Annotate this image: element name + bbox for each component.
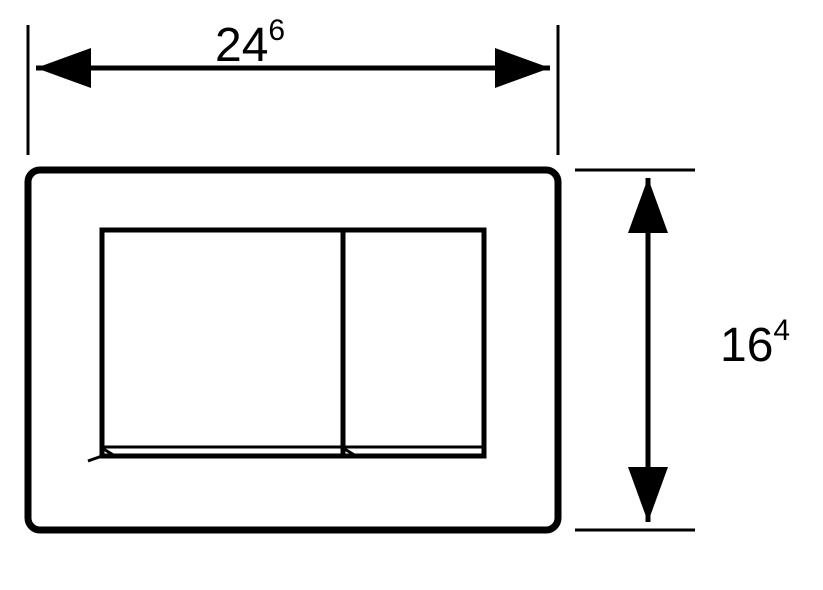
width-arrow-right <box>495 48 550 88</box>
height-dimension-label: 164 <box>720 320 790 370</box>
width-dimension-label: 246 <box>215 20 285 70</box>
height-dim-sup: 4 <box>773 314 790 347</box>
height-arrow-top <box>628 178 668 233</box>
outer-plate <box>28 170 558 530</box>
width-dim-sup: 6 <box>268 14 285 47</box>
inner-frame <box>102 230 484 456</box>
width-arrow-left <box>36 48 91 88</box>
width-dim-main: 24 <box>215 19 268 72</box>
height-arrow-bottom <box>628 467 668 522</box>
height-dim-main: 16 <box>720 319 773 372</box>
technical-drawing <box>0 0 823 590</box>
